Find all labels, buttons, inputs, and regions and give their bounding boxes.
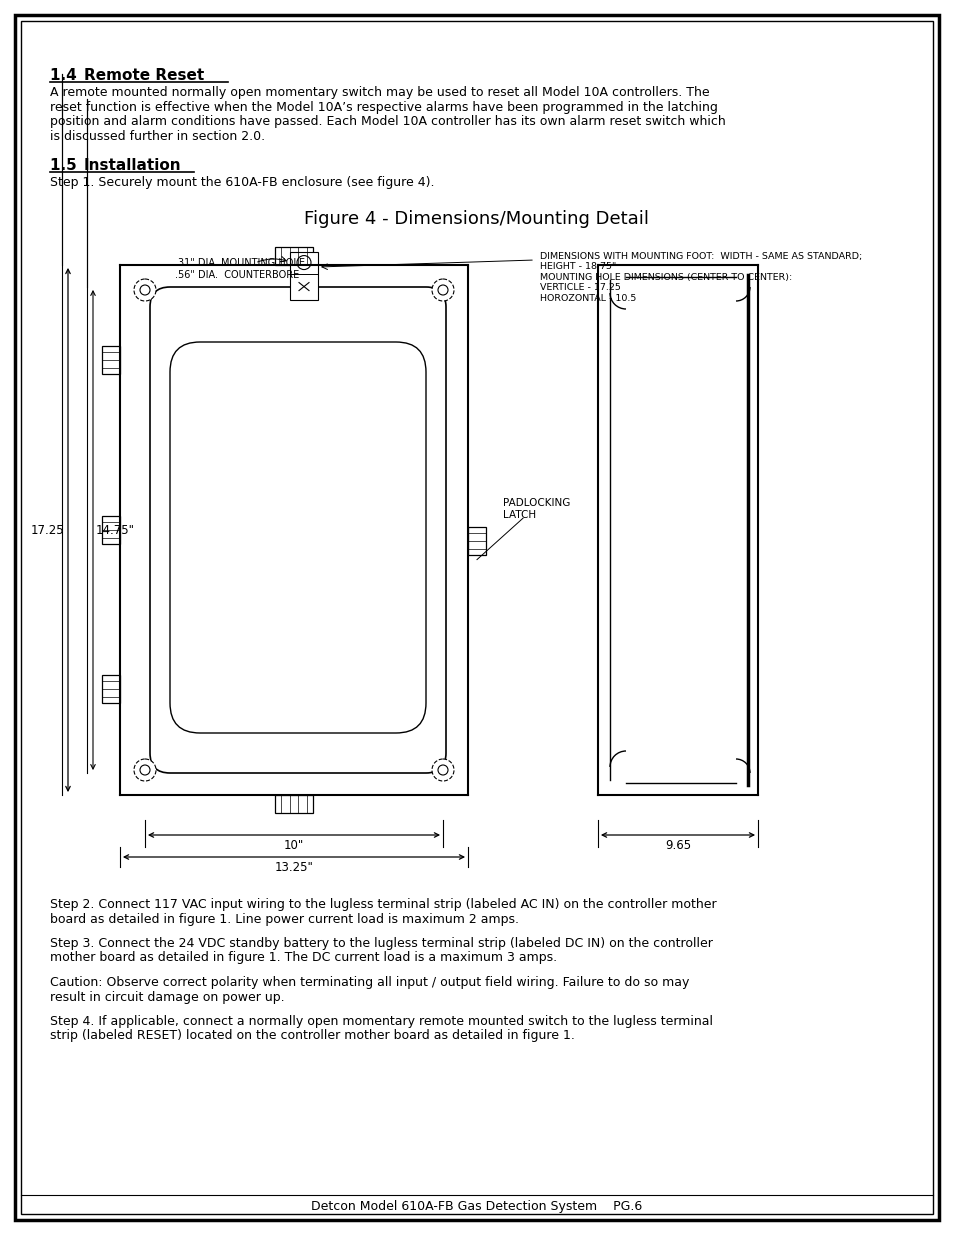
Circle shape (437, 764, 448, 776)
Circle shape (432, 760, 454, 781)
Text: A remote mounted normally open momentary switch may be used to reset all Model 1: A remote mounted normally open momentary… (50, 86, 709, 99)
Text: Step 2. Connect 117 VAC input wiring to the lugless terminal strip (labeled AC I: Step 2. Connect 117 VAC input wiring to … (50, 898, 716, 911)
Circle shape (437, 285, 448, 295)
Text: Remote Reset: Remote Reset (84, 68, 204, 83)
Text: .31" DIA. MOUNTING HOLE
.56" DIA.  COUNTERBORE: .31" DIA. MOUNTING HOLE .56" DIA. COUNTE… (174, 258, 305, 279)
Circle shape (296, 256, 311, 269)
Text: Figure 4 - Dimensions/Mounting Detail: Figure 4 - Dimensions/Mounting Detail (304, 210, 649, 228)
FancyBboxPatch shape (170, 342, 426, 734)
Bar (274, 795, 313, 813)
Text: Step 4. If applicable, connect a normally open momentary remote mounted switch t: Step 4. If applicable, connect a normall… (50, 1015, 712, 1028)
Bar (102, 676, 120, 703)
Bar (290, 252, 317, 300)
Text: 9.65: 9.65 (664, 839, 690, 852)
Text: Step 3. Connect the 24 VDC standby battery to the lugless terminal strip (labele: Step 3. Connect the 24 VDC standby batte… (50, 937, 712, 950)
Text: strip (labeled RESET) located on the controller mother board as detailed in figu: strip (labeled RESET) located on the con… (50, 1030, 575, 1042)
Circle shape (432, 279, 454, 301)
Text: reset function is effective when the Model 10A’s respective alarms have been pro: reset function is effective when the Mod… (50, 100, 717, 114)
Text: board as detailed in figure 1. Line power current load is maximum 2 amps.: board as detailed in figure 1. Line powe… (50, 913, 518, 925)
Bar (102, 516, 120, 543)
Text: mother board as detailed in figure 1. The DC current load is a maximum 3 amps.: mother board as detailed in figure 1. Th… (50, 951, 557, 965)
FancyBboxPatch shape (150, 287, 446, 773)
Text: result in circuit damage on power up.: result in circuit damage on power up. (50, 990, 284, 1004)
Text: Detcon Model 610A-FB Gas Detection System    PG.6: Detcon Model 610A-FB Gas Detection Syste… (311, 1200, 642, 1213)
Text: PADLOCKING
LATCH: PADLOCKING LATCH (502, 498, 570, 520)
Text: 10": 10" (284, 839, 304, 852)
Text: position and alarm conditions have passed. Each Model 10A controller has its own: position and alarm conditions have passe… (50, 115, 725, 128)
Circle shape (133, 760, 156, 781)
Bar (102, 346, 120, 374)
Text: 13.25": 13.25" (274, 861, 314, 874)
Text: Caution: Observe correct polarity when terminating all input / output field wiri: Caution: Observe correct polarity when t… (50, 976, 689, 989)
Text: is discussed further in section 2.0.: is discussed further in section 2.0. (50, 130, 265, 142)
Bar (274, 247, 313, 266)
Text: 1.5: 1.5 (50, 158, 87, 173)
Text: Step 1. Securely mount the 610A-FB enclosure (see figure 4).: Step 1. Securely mount the 610A-FB enclo… (50, 177, 434, 189)
Circle shape (140, 764, 150, 776)
Text: 1.4: 1.4 (50, 68, 87, 83)
Circle shape (140, 285, 150, 295)
Circle shape (133, 279, 156, 301)
Text: DIMENSIONS WITH MOUNTING FOOT:  WIDTH - SAME AS STANDARD;
HEIGHT - 18.75"
MOUNTI: DIMENSIONS WITH MOUNTING FOOT: WIDTH - S… (539, 252, 862, 303)
Text: 17.25: 17.25 (30, 524, 64, 536)
Text: 14.75": 14.75" (96, 524, 135, 536)
Text: Installation: Installation (84, 158, 181, 173)
Bar (468, 526, 485, 555)
